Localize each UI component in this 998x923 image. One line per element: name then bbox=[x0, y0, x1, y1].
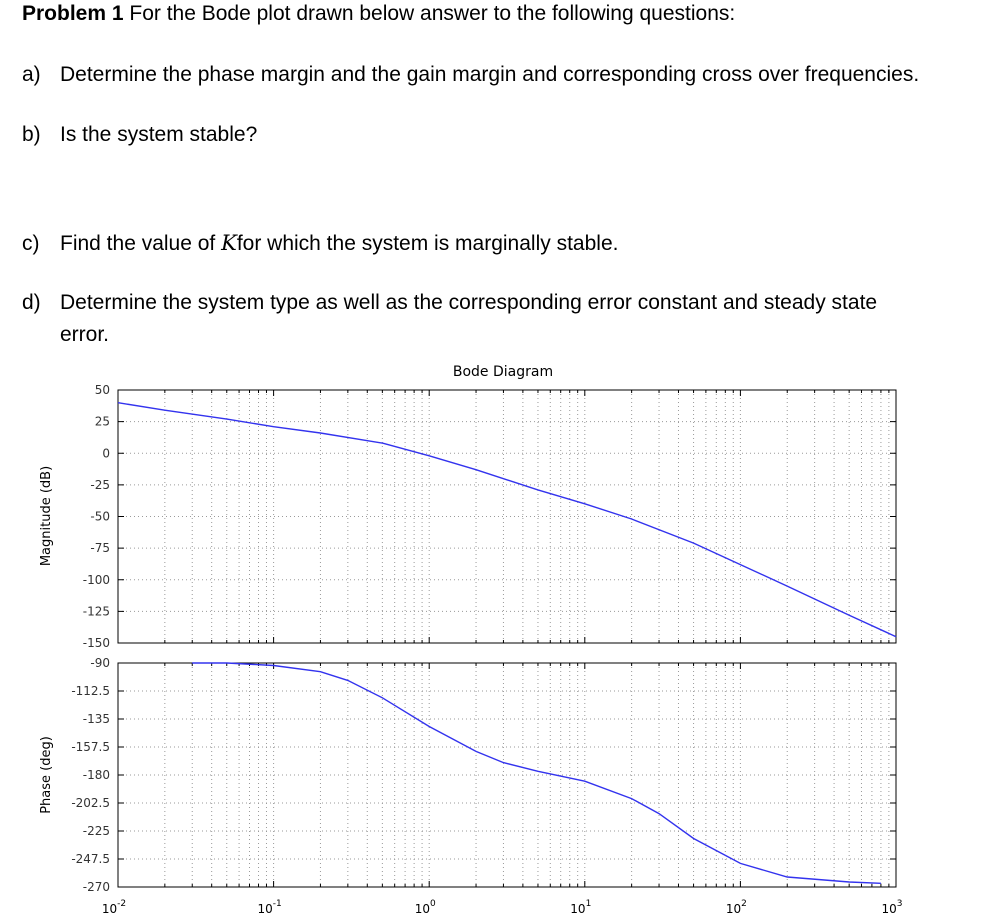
question-text: Determine the phase margin and the gain … bbox=[60, 63, 920, 86]
question-b: b) Is the system stable? bbox=[22, 121, 257, 149]
phase-series-line bbox=[192, 662, 881, 884]
y-tick-label: 25 bbox=[95, 415, 110, 429]
variable-k: K bbox=[221, 231, 237, 255]
question-text-pre: Find the value of bbox=[60, 232, 222, 255]
y-tick-label: 50 bbox=[95, 383, 110, 397]
y-tick-label: -90 bbox=[90, 656, 110, 670]
y-tick-label: -247.5 bbox=[71, 852, 110, 866]
x-tick-label: 103 bbox=[881, 899, 902, 916]
chart-title: Bode Diagram bbox=[453, 364, 553, 380]
y-tick-label: -157.5 bbox=[71, 740, 110, 754]
question-label: b) bbox=[22, 123, 41, 146]
problem-heading: Problem 1 bbox=[22, 2, 124, 25]
y-tick-label: -50 bbox=[90, 510, 110, 524]
magnitude-axes-frame bbox=[117, 389, 897, 644]
y-tick-label: -180 bbox=[83, 768, 110, 782]
problem-statement: Problem 1 For the Bode plot drawn below … bbox=[22, 0, 735, 28]
question-text: Determine the system type as well as the… bbox=[60, 291, 878, 314]
problem-intro: For the Bode plot drawn below answer to … bbox=[123, 2, 736, 25]
y-tick-label: -25 bbox=[90, 478, 110, 492]
y-tick-label: -135 bbox=[83, 712, 110, 726]
magnitude-panel: 50 25 0 -25 -50 -75 -100 -125 -150 Magnitude (dB) bbox=[39, 383, 897, 650]
y-tick-label: -125 bbox=[83, 604, 110, 618]
y-tick-label: -150 bbox=[83, 636, 110, 650]
y-tick-label: -202.5 bbox=[71, 796, 110, 810]
phase-panel: -90 -112.5 -135 -157.5 -180 -202.5 -225 -247.5 -… bbox=[39, 656, 897, 894]
frequency-axis: 10-2 10-1 100 101 102 103 bbox=[102, 899, 903, 916]
question-d: d) Determine the system type as well as t… bbox=[22, 289, 877, 317]
x-tick-label: 10-1 bbox=[257, 899, 281, 916]
y-tick-label: -75 bbox=[90, 541, 110, 555]
x-tick-label: 101 bbox=[570, 899, 591, 916]
y-tick-label: -112.5 bbox=[71, 684, 110, 698]
y-tick-label: -270 bbox=[83, 880, 110, 894]
question-label: d) bbox=[22, 291, 41, 314]
question-d-continued: error. bbox=[60, 323, 110, 346]
question-a: a) Determine the phase margin and the gai… bbox=[22, 61, 919, 89]
x-tick-label: 100 bbox=[415, 899, 436, 916]
y-tick-label: -225 bbox=[83, 824, 110, 838]
y-tick-label: 0 bbox=[102, 446, 110, 460]
magnitude-y-axis-label: Magnitude (dB) bbox=[39, 466, 54, 566]
question-text: Is the system stable? bbox=[60, 123, 258, 146]
question-c: c) Find the value of Kfor which the syste… bbox=[22, 229, 618, 258]
magnitude-series-line bbox=[117, 402, 897, 638]
x-tick-label: 10-2 bbox=[102, 899, 126, 916]
y-tick-label: -100 bbox=[83, 573, 110, 587]
question-text-post: for which the system is marginally stabl… bbox=[236, 232, 619, 255]
phase-y-axis-label: Phase (deg) bbox=[39, 736, 54, 814]
question-label: c) bbox=[22, 232, 40, 255]
x-tick-label: 102 bbox=[726, 899, 747, 916]
bode-diagram: Bode Diagram 50 25 0 -25 -50 -75 -100 -125 -150 M… bbox=[39, 364, 903, 916]
question-label: a) bbox=[22, 63, 41, 86]
phase-axes-frame bbox=[117, 662, 897, 888]
